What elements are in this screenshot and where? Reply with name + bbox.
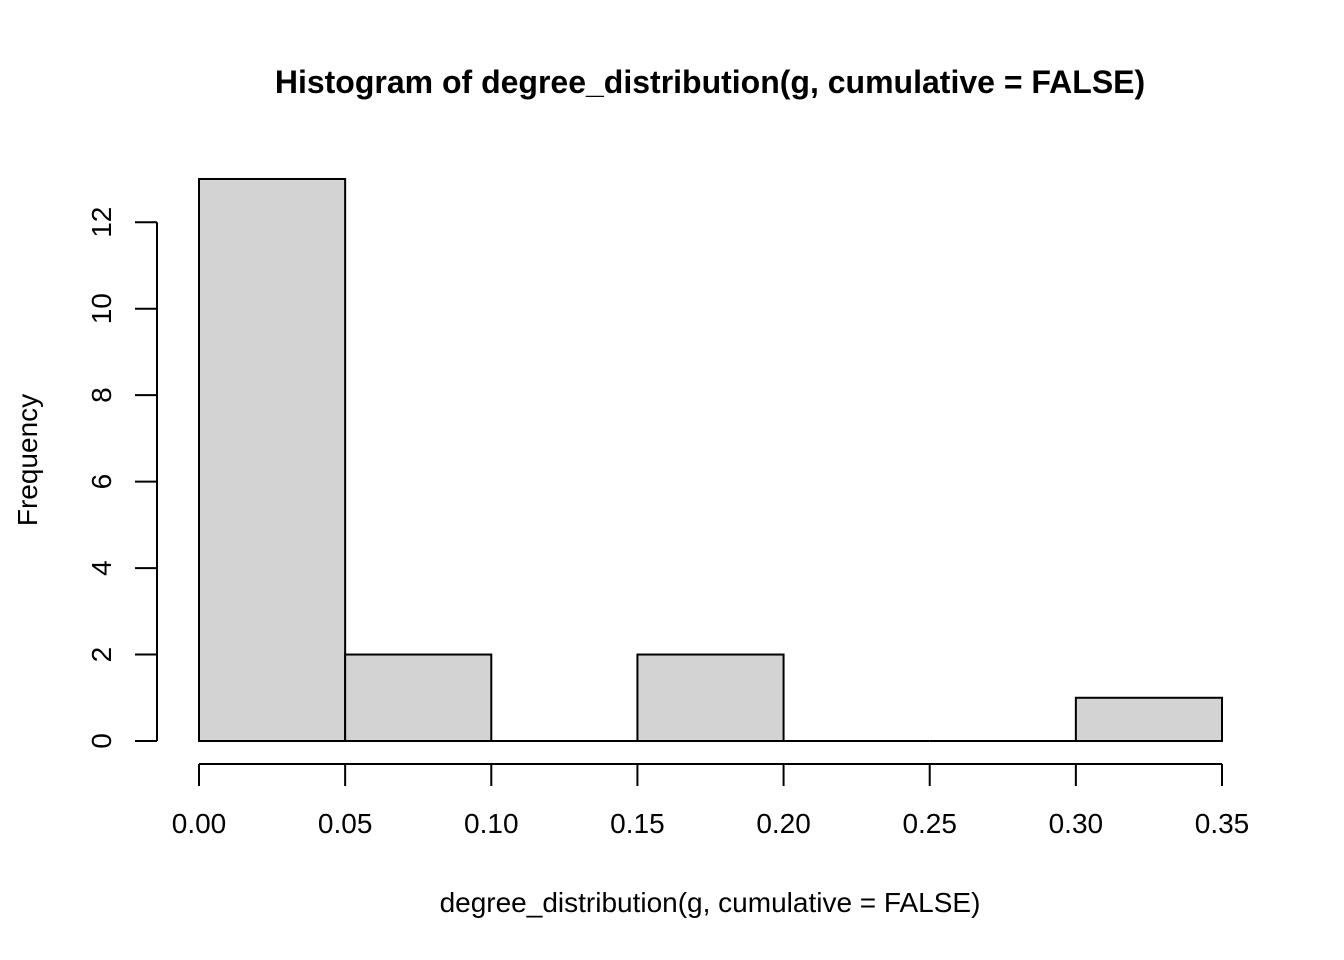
bars-group	[198, 178, 1224, 742]
y-tick-label: 2	[86, 647, 117, 663]
x-tick-label: 0.15	[610, 808, 665, 839]
y-tick-label: 12	[86, 207, 117, 238]
x-tick-label: 0.25	[902, 808, 957, 839]
x-tick-label: 0.35	[1195, 808, 1250, 839]
y-tick-label: 6	[86, 474, 117, 490]
chart-title: Histogram of degree_distribution(g, cumu…	[275, 64, 1145, 100]
histogram-bar-1	[344, 653, 493, 742]
x-tick-label: 0.00	[172, 808, 227, 839]
histogram-bar-3	[636, 653, 785, 742]
y-tick-label: 0	[86, 733, 117, 749]
x-tick-label: 0.30	[1049, 808, 1104, 839]
histogram-bar-0	[198, 178, 347, 742]
y-tick-label: 8	[86, 387, 117, 403]
histogram-bar-6	[1074, 696, 1224, 742]
x-tick-label: 0.20	[756, 808, 811, 839]
x-axis-label: degree_distribution(g, cumulative = FALS…	[440, 887, 981, 918]
x-tick-label: 0.05	[318, 808, 373, 839]
x-tick-label: 0.10	[464, 808, 519, 839]
y-tick-label: 4	[86, 560, 117, 576]
y-axis: 0 2 4 6 8 10 12	[86, 207, 158, 749]
x-axis: 0.00 0.05 0.10 0.15 0.20 0.25 0.30 0.35	[172, 763, 1250, 839]
y-tick-label: 10	[86, 293, 117, 324]
y-axis-label: Frequency	[12, 394, 43, 526]
